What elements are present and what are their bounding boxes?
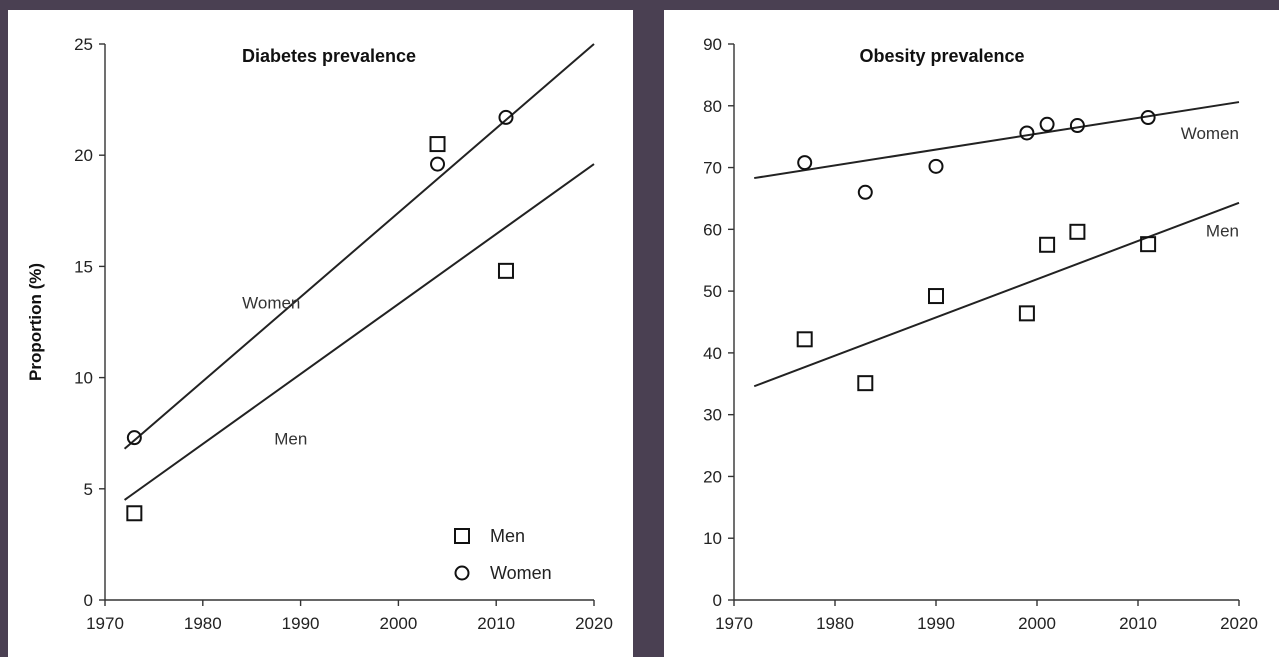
data-point-women: [430, 156, 446, 172]
trendline-label-women: Women: [242, 294, 300, 313]
y-tick-label: 5: [84, 480, 93, 499]
data-point-men: [857, 375, 874, 392]
data-point-men: [429, 136, 446, 153]
x-tick-label: 2010: [1119, 614, 1157, 633]
trendline-men: [753, 201, 1240, 388]
chart-title: Obesity prevalence: [859, 46, 1024, 66]
y-tick-label: 60: [703, 220, 722, 239]
trendline-label-men: Men: [1206, 222, 1239, 241]
x-tick-label: 2020: [575, 614, 613, 633]
y-tick-label: 90: [703, 35, 722, 54]
data-point-men: [796, 331, 813, 348]
data-point-women: [498, 109, 514, 125]
x-tick-label: 2010: [477, 614, 515, 633]
y-tick-label: 30: [703, 406, 722, 425]
x-tick-label: 1970: [86, 614, 124, 633]
data-point-women: [1019, 125, 1035, 141]
y-tick-label: 70: [703, 159, 722, 178]
x-tick-label: 1990: [917, 614, 955, 633]
data-point-men: [126, 505, 143, 522]
x-tick-label: 2000: [1018, 614, 1056, 633]
legend-marker-men: [454, 528, 470, 544]
data-point-men: [1069, 223, 1086, 240]
y-tick-label: 0: [84, 591, 93, 610]
trendline-women: [123, 43, 595, 450]
data-point-women: [857, 184, 873, 200]
diabetes-chart-panel: 0 5 10 15 20 25 1970 1980 1990 2000 2010 2020 Diabet…: [8, 10, 633, 657]
y-tick-label: 10: [703, 529, 722, 548]
y-tick-label: 25: [74, 35, 93, 54]
obesity-chart-panel: 0 10 20 30 40 50 60 70 80 90 1970 1980 1990 2000 2010 2…: [664, 10, 1279, 657]
data-point-women: [126, 430, 142, 446]
legend-label-women: Women: [490, 563, 552, 583]
x-tick-label: 2020: [1220, 614, 1258, 633]
trendline-men: [123, 163, 595, 501]
data-point-men: [1018, 305, 1035, 322]
y-tick-label: 40: [703, 344, 722, 363]
x-tick-label: 1970: [715, 614, 753, 633]
obesity-chart: 0 10 20 30 40 50 60 70 80 90 1970 1980 1990 2000 2010 2…: [703, 35, 1258, 633]
y-tick-label: 50: [703, 282, 722, 301]
y-tick-label: 20: [703, 467, 722, 486]
y-tick-label: 20: [74, 146, 93, 165]
data-point-men: [1039, 236, 1056, 253]
y-tick-label: 10: [74, 369, 93, 388]
x-tick-label: 1980: [184, 614, 222, 633]
legend-label-men: Men: [490, 526, 525, 546]
y-tick-label: 0: [713, 591, 722, 610]
y-axis-label: Proportion (%): [26, 263, 45, 381]
trendline-women: [754, 101, 1240, 180]
data-point-women: [1039, 116, 1055, 132]
data-point-women: [928, 158, 944, 174]
x-tick-label: 2000: [379, 614, 417, 633]
x-tick-label: 1980: [816, 614, 854, 633]
data-point-women: [797, 155, 813, 171]
legend-marker-women: [454, 565, 470, 581]
y-tick-label: 15: [74, 257, 93, 276]
y-tick-label: 80: [703, 97, 722, 116]
data-point-men: [928, 288, 944, 305]
data-point-men: [1140, 236, 1157, 253]
trendline-label-women: Women: [1181, 124, 1239, 143]
data-point-women: [1140, 110, 1156, 126]
x-tick-label: 1990: [282, 614, 320, 633]
chart-title: Diabetes prevalence: [242, 46, 416, 66]
trendline-label-men: Men: [274, 429, 307, 448]
data-point-women: [1069, 118, 1085, 134]
diabetes-chart: 0 5 10 15 20 25 1970 1980 1990 2000 2010 2020 Diabet…: [26, 35, 613, 633]
data-point-men: [497, 262, 514, 279]
